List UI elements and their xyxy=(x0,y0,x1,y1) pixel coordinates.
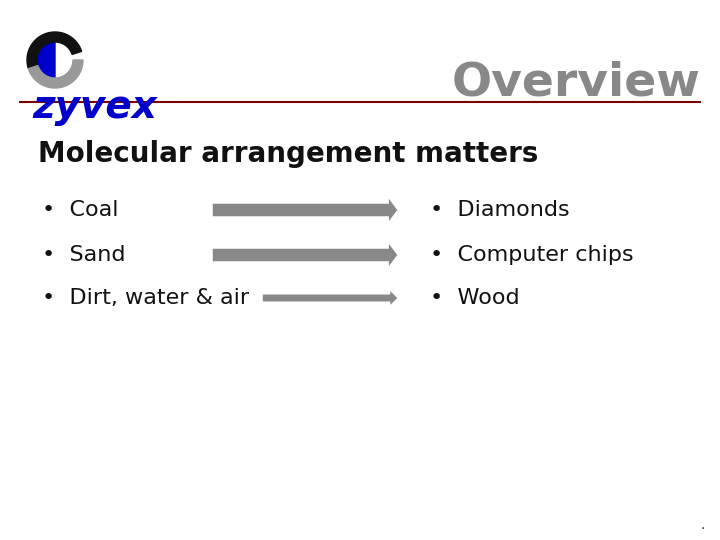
Text: •  Wood: • Wood xyxy=(430,288,520,308)
Wedge shape xyxy=(37,42,55,78)
Polygon shape xyxy=(28,60,83,88)
Text: Overview: Overview xyxy=(451,60,700,105)
Text: •  Sand: • Sand xyxy=(42,245,125,265)
Text: •  Computer chips: • Computer chips xyxy=(430,245,634,265)
Text: Molecular arrangement matters: Molecular arrangement matters xyxy=(38,140,539,168)
Polygon shape xyxy=(27,32,81,69)
Text: •  Dirt, water & air: • Dirt, water & air xyxy=(42,288,249,308)
Text: zyvex: zyvex xyxy=(32,88,157,126)
Text: •  Coal: • Coal xyxy=(42,200,119,220)
Text: .: . xyxy=(701,518,705,532)
Text: •  Diamonds: • Diamonds xyxy=(430,200,570,220)
